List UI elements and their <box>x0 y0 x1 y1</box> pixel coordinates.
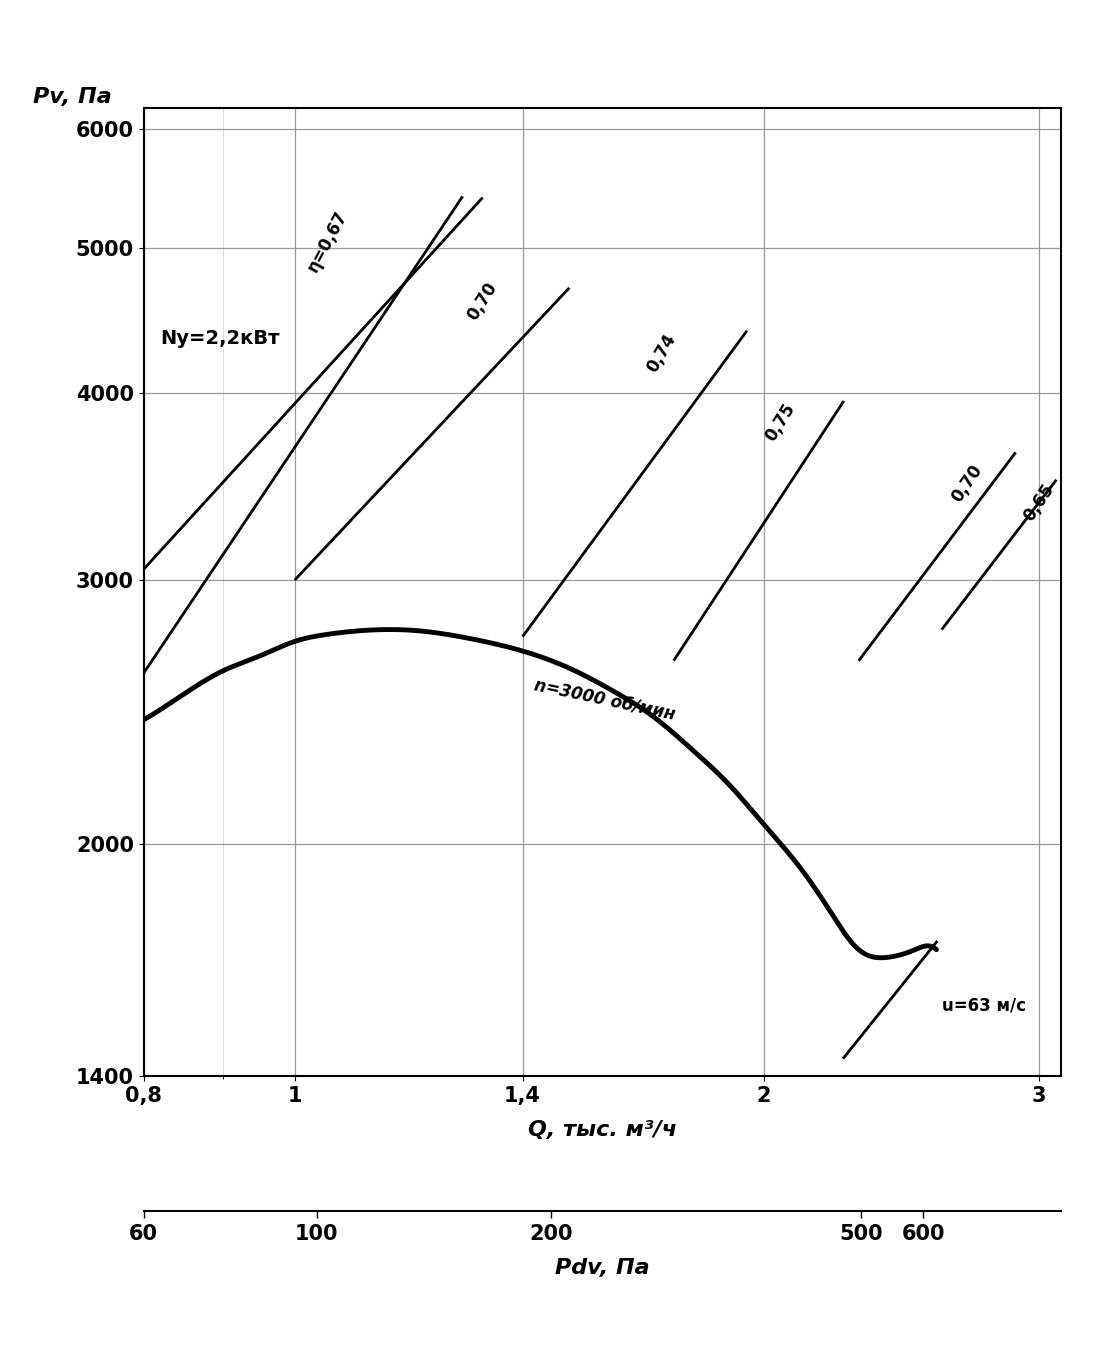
X-axis label: Q, тыс. м³/ч: Q, тыс. м³/ч <box>528 1119 676 1139</box>
Text: Pv, Па: Pv, Па <box>33 87 112 108</box>
Text: n=3000 об/мин: n=3000 об/мин <box>533 675 676 724</box>
Text: 0,65: 0,65 <box>1020 480 1057 525</box>
Text: Ny=2,2кВт: Ny=2,2кВт <box>160 328 280 348</box>
Text: 0,70: 0,70 <box>948 461 986 506</box>
Text: η=0,67: η=0,67 <box>304 207 351 274</box>
Text: u=63 м/с: u=63 м/с <box>941 997 1025 1014</box>
Text: 0,70: 0,70 <box>464 280 502 324</box>
Text: 0,74: 0,74 <box>644 331 680 375</box>
X-axis label: Pdv, Па: Pdv, Па <box>555 1259 650 1278</box>
Text: 0,75: 0,75 <box>762 401 799 445</box>
